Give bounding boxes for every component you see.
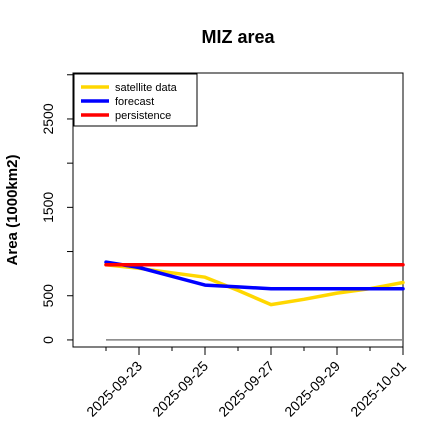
plot-lines: [104, 260, 405, 341]
y-axis: 0 500 1500 2500: [40, 74, 73, 344]
legend-box: [73, 73, 198, 127]
y-tick-label: 2500: [40, 103, 56, 134]
legend-label-satellite: satellite data: [115, 82, 178, 94]
y-axis-label: Area (1000km2): [4, 155, 21, 266]
x-tick-label: 2025-09-27: [215, 358, 277, 420]
x-axis: 2025-09-23 2025-09-25 2025-09-27 2025-09-29…: [83, 347, 409, 420]
legend-label-persistence: persistence: [115, 110, 171, 122]
x-tick-label: 2025-09-25: [149, 358, 211, 420]
chart-title: MIZ area: [201, 27, 275, 47]
legend: satellite data forecast persistence: [73, 73, 198, 127]
y-tick-label: 1500: [40, 192, 56, 223]
legend-label-forecast: forecast: [115, 96, 154, 108]
y-tick-label: 500: [40, 284, 56, 308]
x-tick-label: 2025-09-23: [83, 358, 145, 420]
forecast-line: [104, 260, 405, 291]
y-tick-label: 0: [40, 336, 56, 344]
x-tick-label: 2025-09-29: [281, 358, 343, 420]
x-tick-label: 2025-10-01: [347, 358, 409, 420]
